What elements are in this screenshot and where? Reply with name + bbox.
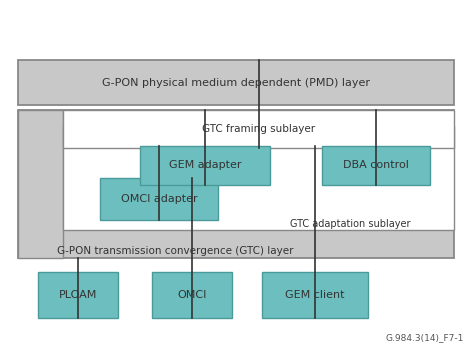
Bar	[100, 178, 218, 220]
Bar	[18, 60, 454, 105]
Bar	[63, 110, 454, 148]
Bar	[38, 272, 118, 318]
Text: G-PON transmission convergence (GTC) layer: G-PON transmission convergence (GTC) lay…	[57, 246, 293, 256]
Text: GEM adapter: GEM adapter	[169, 161, 241, 170]
Text: GTC framing sublayer: GTC framing sublayer	[202, 124, 315, 134]
Bar	[18, 110, 454, 258]
Bar	[152, 272, 232, 318]
Text: PLOAM: PLOAM	[59, 290, 97, 300]
Text: G.984.3(14)_F7-1: G.984.3(14)_F7-1	[386, 333, 464, 342]
Bar	[18, 110, 63, 258]
Bar	[262, 272, 368, 318]
Bar	[63, 126, 454, 230]
Bar	[140, 146, 270, 185]
Text: GEM client: GEM client	[285, 290, 345, 300]
Text: GTC adaptation sublayer: GTC adaptation sublayer	[290, 219, 410, 229]
Text: OMCI adapter: OMCI adapter	[121, 194, 197, 204]
Text: OMCI: OMCI	[177, 290, 207, 300]
Text: G-PON physical medium dependent (PMD) layer: G-PON physical medium dependent (PMD) la…	[102, 77, 370, 88]
Text: DBA control: DBA control	[343, 161, 409, 170]
Bar	[322, 146, 430, 185]
